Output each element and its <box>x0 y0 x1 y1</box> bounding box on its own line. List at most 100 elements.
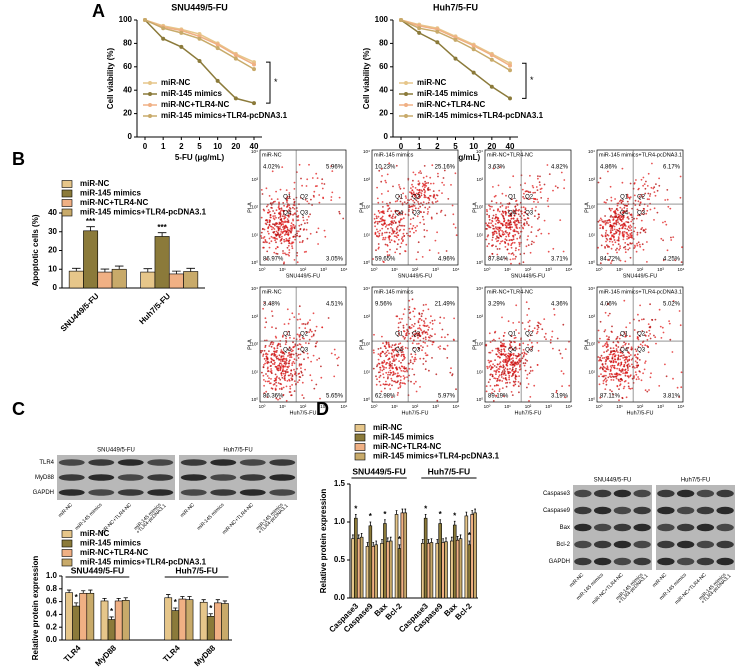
event-dot <box>431 357 433 359</box>
event-dot <box>410 192 413 195</box>
event-dot <box>327 317 330 319</box>
x-tick-label: 10 <box>213 142 222 151</box>
event-dot <box>287 352 290 354</box>
event-dot <box>599 367 601 370</box>
event-dot <box>405 332 408 335</box>
event-dot <box>291 247 294 250</box>
event-dot <box>492 209 495 212</box>
event-dot <box>670 239 673 241</box>
event-dot <box>420 194 423 197</box>
event-dot <box>292 341 294 344</box>
event-dot <box>506 248 509 251</box>
event-dot <box>282 213 285 216</box>
event-dot <box>602 345 604 348</box>
event-dot <box>276 357 278 360</box>
event-dot <box>497 239 500 242</box>
event-dot <box>397 322 400 324</box>
event-dot <box>509 355 511 358</box>
event-dot <box>423 325 426 327</box>
event-dot <box>418 318 421 320</box>
event-dot <box>400 365 403 368</box>
y-tick-label: 10⁰ <box>476 397 483 402</box>
y-axis-title: PI-A <box>359 202 365 213</box>
event-dot <box>267 211 269 214</box>
event-dot <box>264 326 266 329</box>
event-dot <box>270 387 273 390</box>
x-tick-label: 10¹ <box>616 404 623 409</box>
event-dot <box>388 237 391 240</box>
event-dot <box>277 226 280 228</box>
event-dot <box>424 186 426 189</box>
event-dot <box>275 327 277 330</box>
event-dot <box>600 373 602 375</box>
blot-band <box>574 506 592 515</box>
event-dot <box>512 357 514 359</box>
event-dot <box>387 223 390 226</box>
data-point <box>252 101 256 106</box>
event-dot <box>609 375 611 378</box>
event-dot <box>603 330 606 333</box>
event-dot <box>399 349 402 352</box>
event-dot <box>375 217 378 220</box>
y-tick-label: 0.8 <box>46 584 58 593</box>
quadrant-percent: 4.51% <box>326 302 344 308</box>
error-bar <box>354 514 357 519</box>
event-dot <box>386 204 389 207</box>
event-dot <box>512 236 515 238</box>
event-dot <box>274 350 277 353</box>
event-dot <box>270 368 272 370</box>
event-dot <box>640 193 643 196</box>
bar <box>79 592 88 641</box>
event-dot <box>612 353 615 356</box>
event-dot <box>385 351 388 354</box>
event-dot <box>619 334 622 337</box>
quadrant-percent: 3.81% <box>663 394 681 400</box>
event-dot <box>509 186 511 189</box>
event-dot <box>606 366 609 369</box>
event-dot <box>421 332 424 335</box>
event-dot <box>634 204 637 207</box>
event-dot <box>397 346 400 348</box>
error-bar <box>208 613 213 617</box>
quadrant-label: Q4 <box>283 211 292 217</box>
event-dot <box>646 205 649 207</box>
event-dot <box>511 241 514 244</box>
legend-marker <box>148 103 152 107</box>
event-dot <box>452 213 455 216</box>
blot-band <box>88 459 115 466</box>
y-tick-label: 0.0 <box>334 593 346 602</box>
event-dot <box>617 213 620 216</box>
quadrant-percent: 3.29% <box>488 302 506 308</box>
event-dot <box>623 230 626 233</box>
event-dot <box>444 214 447 217</box>
y-tick-label: 0 <box>128 132 133 141</box>
event-dot <box>416 188 419 191</box>
event-dot <box>611 350 614 352</box>
event-dot <box>628 197 631 200</box>
event-dot <box>389 201 391 204</box>
event-dot <box>412 347 415 349</box>
event-dot <box>500 374 503 376</box>
event-dot <box>493 377 496 380</box>
event-dot <box>424 368 427 371</box>
event-dot <box>633 329 636 331</box>
event-dot <box>604 220 607 222</box>
event-dot <box>504 210 506 213</box>
error-bar <box>401 508 404 513</box>
event-dot <box>610 379 613 381</box>
event-dot <box>324 235 327 238</box>
event-dot <box>320 376 323 379</box>
event-dot <box>387 341 390 344</box>
error-bar <box>450 536 453 541</box>
event-dot <box>272 226 275 229</box>
blot-band <box>88 489 115 496</box>
event-dot <box>526 190 529 193</box>
bar <box>444 541 448 599</box>
event-dot <box>658 308 661 311</box>
event-dot <box>606 199 608 201</box>
bar <box>171 610 180 641</box>
event-dot <box>281 376 284 379</box>
error-bar <box>389 536 392 541</box>
event-dot <box>621 354 623 357</box>
event-dot <box>306 222 309 224</box>
